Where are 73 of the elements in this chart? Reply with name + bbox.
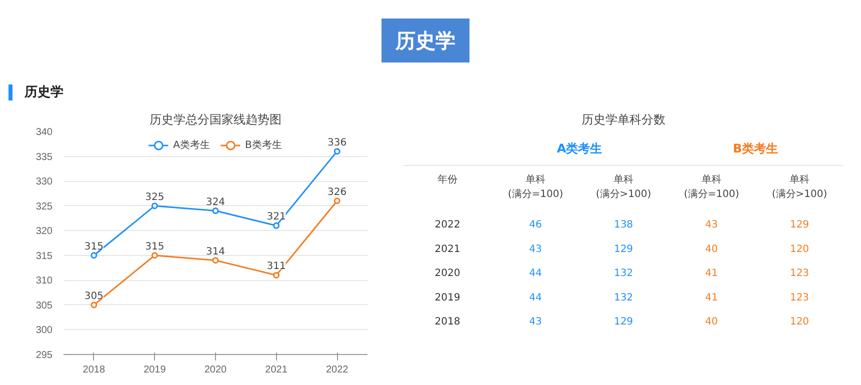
y-tick-label: 320: [36, 226, 53, 238]
point: [334, 198, 340, 204]
text: 历史学: [24, 85, 64, 100]
point: [273, 222, 280, 229]
data-label: 41: [705, 268, 718, 280]
data-label: 43: [705, 220, 718, 231]
point: [334, 148, 340, 155]
y-tick-label: 295: [36, 350, 53, 361]
x-tick-label: 2019: [144, 364, 166, 376]
data-label: 314: [206, 246, 226, 258]
chart-title: 历史学单科分数: [582, 112, 666, 126]
data-label: 326: [328, 186, 347, 198]
point: [90, 252, 98, 259]
chart-title: 历史学总分国家线趋势图: [150, 112, 282, 126]
data-label: 40: [705, 244, 718, 255]
y-tick-label: 2022: [434, 220, 460, 231]
data-label: 120: [790, 316, 810, 328]
data-label: 123: [790, 292, 810, 304]
point: [151, 252, 158, 259]
data-label: 41: [705, 292, 718, 304]
data-label: 321: [266, 212, 286, 223]
point: [90, 302, 98, 308]
point: [212, 257, 219, 264]
text: A类考生: [556, 141, 602, 156]
data-label: 46: [529, 220, 542, 231]
data-label: 315: [145, 241, 164, 252]
y-tick-label: 2018: [434, 316, 460, 328]
data-label: 315: [84, 241, 104, 252]
x-tick-label: 2021: [265, 364, 288, 376]
data-label: 129: [614, 244, 634, 255]
y-tick-label: 330: [36, 176, 53, 188]
y-tick-label: 325: [36, 201, 53, 212]
y-axis-title: 年份: [438, 173, 458, 186]
y-tick-label: 335: [36, 152, 53, 163]
data-label: 44: [529, 268, 542, 280]
data-label: 132: [614, 268, 634, 280]
x-tick-label: 单科 (满分>100): [596, 174, 652, 200]
legend-label: B类考生: [244, 138, 282, 152]
x-tick-label: 2020: [204, 364, 228, 376]
y-tick-label: 300: [36, 325, 53, 336]
data-label: 44: [529, 292, 542, 304]
y-tick-label: 305: [36, 300, 53, 312]
x-tick-label: 单科 (满分>100): [772, 174, 828, 200]
point: [212, 208, 219, 214]
data-label: 40: [705, 316, 718, 328]
point: [151, 202, 158, 210]
data-label: 129: [614, 316, 634, 328]
legend-label: A类考生: [173, 138, 210, 152]
data-label: 43: [529, 316, 542, 328]
data-label: 120: [790, 244, 810, 255]
data-label: 305: [84, 290, 104, 302]
x-tick-label: 2018: [82, 364, 106, 376]
data-label: 129: [790, 220, 810, 231]
y-tick-label: 2019: [434, 292, 460, 304]
data-label: 123: [790, 268, 810, 280]
point: [273, 272, 280, 278]
x-tick-label: 单科 (满分=100): [508, 174, 564, 200]
x-tick-label: 2022: [326, 364, 349, 376]
data-label: 324: [206, 196, 226, 208]
data-label: 43: [529, 244, 542, 255]
y-tick-label: 2020: [434, 268, 460, 280]
y-tick-label: 2021: [434, 244, 460, 255]
y-tick-label: 315: [36, 250, 53, 262]
data-label: 325: [145, 192, 164, 203]
data-label: 336: [328, 137, 347, 148]
y-tick-label: 340: [36, 127, 53, 138]
y-tick-label: 310: [36, 276, 53, 287]
text: 历史学: [394, 28, 456, 52]
x-tick-label: 单科 (满分=100): [684, 174, 740, 200]
data-label: 138: [614, 220, 634, 231]
text: B类考生: [732, 141, 778, 156]
data-label: 132: [614, 292, 634, 304]
data-label: 311: [266, 261, 286, 272]
